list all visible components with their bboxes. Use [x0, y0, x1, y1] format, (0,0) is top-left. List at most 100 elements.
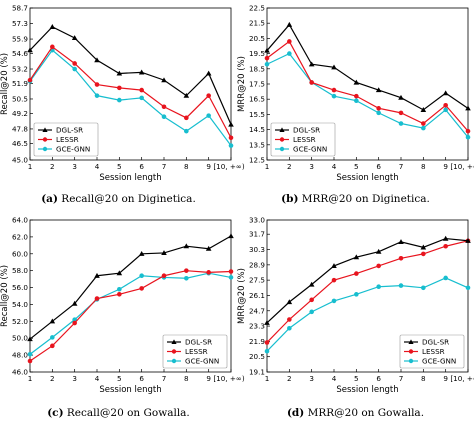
data-point	[398, 121, 404, 126]
y-tick-label: 62.0	[12, 232, 28, 241]
data-point	[161, 114, 167, 120]
data-point	[205, 245, 212, 251]
data-point	[309, 309, 314, 315]
y-tick-label: 55.9	[12, 35, 28, 44]
data-point	[161, 250, 167, 256]
legend-box	[33, 122, 99, 157]
data-point	[139, 273, 144, 279]
x-tick-label: 6	[376, 374, 381, 383]
data-point	[71, 300, 78, 306]
data-point	[420, 244, 427, 250]
legend-label: LESSR	[185, 347, 208, 356]
series-line-lessr	[266, 40, 469, 132]
series-line-dgl-sr	[266, 23, 469, 111]
y-axis-label: Recall@20 (%)	[0, 265, 10, 327]
data-point	[264, 55, 270, 61]
data-point	[331, 277, 337, 283]
data-point	[50, 335, 55, 340]
data-point	[27, 351, 33, 357]
data-point	[354, 292, 359, 297]
y-tick-label: 56.0	[12, 283, 28, 292]
legend-label: LESSR	[293, 135, 316, 144]
x-tick-label: 6	[376, 162, 381, 171]
series-line-dgl-sr	[29, 26, 232, 125]
x-tick-label: 2	[287, 374, 292, 383]
legend-label: GCE-GNN	[422, 357, 456, 366]
data-point	[375, 248, 382, 254]
data-point	[72, 61, 77, 66]
y-tick-label: 50.5	[12, 94, 28, 103]
data-point	[50, 343, 55, 349]
data-point	[184, 115, 189, 121]
x-tick-label: 7	[162, 162, 167, 171]
data-point	[94, 82, 100, 87]
x-tick-label: 4	[95, 374, 100, 383]
y-tick-label: 48.0	[12, 351, 28, 360]
data-point	[183, 92, 190, 98]
x-axis-label: Session length	[99, 385, 161, 395]
legend-marker	[408, 349, 414, 354]
data-point	[287, 317, 292, 322]
data-point	[354, 98, 359, 104]
legend-marker	[279, 146, 285, 152]
series-lessr	[264, 39, 471, 134]
y-tick-label: 58.7	[12, 4, 28, 13]
data-point	[184, 268, 189, 273]
y-tick-label: 58.0	[12, 266, 28, 275]
data-point	[443, 107, 448, 113]
data-point	[264, 319, 270, 325]
data-point	[398, 110, 404, 116]
data-point	[206, 113, 211, 118]
data-point	[228, 121, 234, 127]
data-point	[308, 61, 315, 67]
y-tick-label: 27.5	[249, 276, 265, 285]
y-tick-label: 16.5	[249, 95, 265, 104]
y-tick-label: 49.2	[12, 109, 28, 118]
x-tick-label: 5	[354, 162, 359, 171]
data-point	[331, 263, 337, 269]
data-point	[376, 110, 381, 116]
caption-a-text: Recall@20 on Diginetica.	[61, 193, 196, 205]
y-tick-label: 20.5	[249, 352, 265, 361]
y-axis-label: MRR@20 (%)	[237, 56, 247, 112]
data-point	[331, 64, 337, 70]
data-point	[420, 107, 427, 112]
series-dgl-sr	[264, 235, 471, 325]
legend-label: GCE-GNN	[293, 145, 327, 154]
x-tick-label: 3	[309, 162, 314, 171]
data-point	[331, 93, 337, 99]
legend-label: DGL-SR	[422, 338, 449, 347]
series-line-gce-gnn	[29, 49, 232, 146]
data-point	[353, 79, 360, 85]
legend-marker	[42, 137, 48, 142]
legend-marker	[42, 127, 48, 132]
y-tick-label: 18.5	[249, 64, 265, 73]
plot-frame	[266, 219, 469, 373]
x-tick-label: 6	[139, 374, 144, 383]
legend-marker	[279, 127, 285, 132]
series-line-gce-gnn	[266, 52, 469, 138]
data-point	[228, 143, 234, 148]
x-tick-label: 7	[399, 374, 404, 383]
legend-marker	[408, 358, 414, 364]
data-point	[264, 47, 270, 53]
y-tick-label: 52.0	[12, 317, 28, 326]
series-gce-gnn	[264, 275, 471, 354]
chart-recall-gowalla: 46.0 48.0 50.0 52.0 54.0 56.0 58.0 60.0 62.0 64.0…	[0, 216, 245, 396]
x-tick-label: 9	[206, 374, 211, 383]
data-point	[264, 348, 270, 354]
x-tick-label: 1	[28, 162, 33, 171]
x-tick-label: 1	[265, 162, 270, 171]
y-tick-label: 26.1	[249, 291, 265, 300]
y-tick-label: 31.7	[249, 230, 265, 239]
caption-c: (c) Recall@20 on Gowalla.	[0, 407, 237, 419]
x-tick-label: 9	[443, 162, 448, 171]
data-point	[94, 272, 100, 278]
data-point	[50, 44, 55, 50]
data-point	[27, 358, 33, 364]
series-line-dgl-sr	[266, 237, 469, 324]
legend-label: LESSR	[56, 135, 79, 144]
data-point	[206, 93, 211, 98]
series-line-gce-gnn	[266, 277, 469, 352]
